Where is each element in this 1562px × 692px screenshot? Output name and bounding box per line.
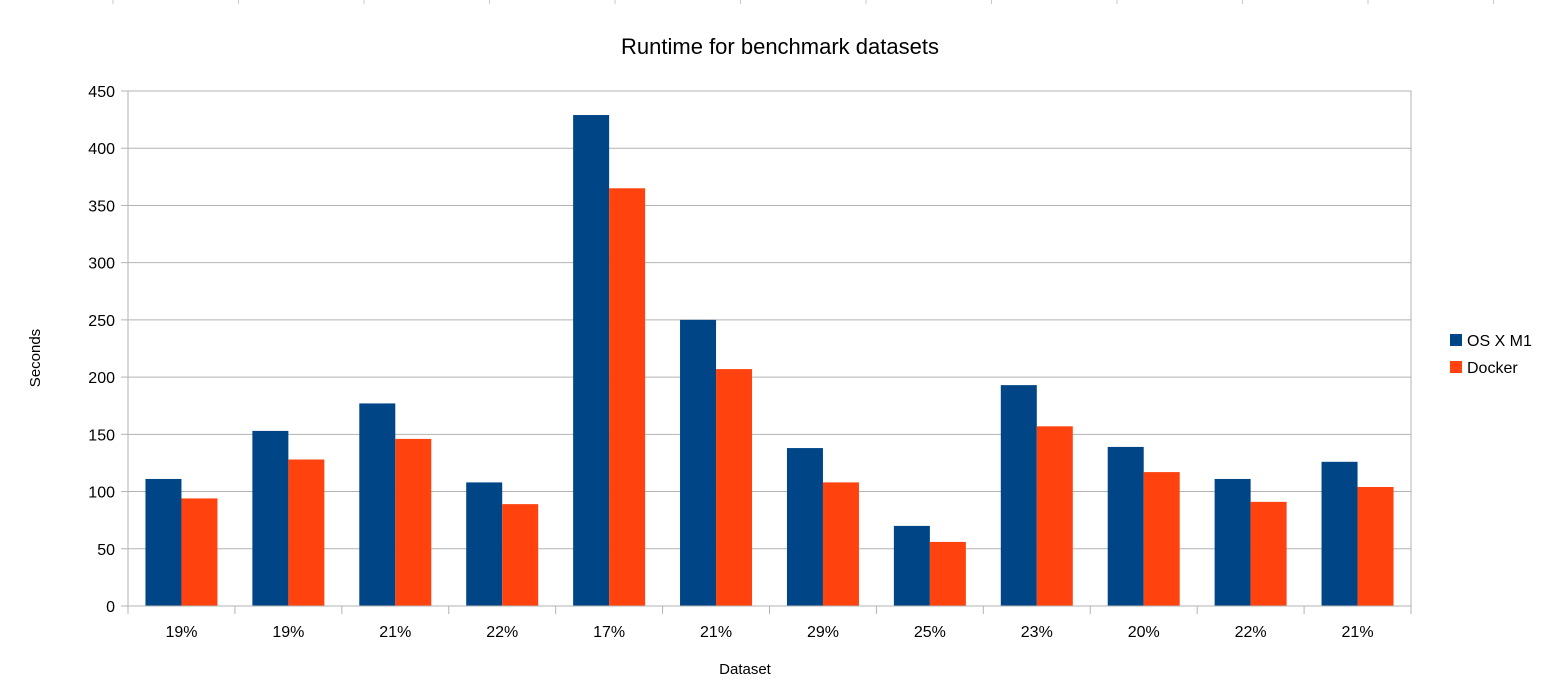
bar-os-x-m1 (145, 478, 182, 606)
y-tick-label: 450 (88, 84, 115, 101)
bar-os-x-m1 (1214, 478, 1251, 606)
bar-docker (288, 459, 325, 606)
y-tick-label: 150 (88, 427, 115, 444)
bar-docker (1036, 426, 1073, 606)
bar-docker (502, 504, 539, 606)
x-tick-label: 19% (272, 624, 304, 641)
bar-os-x-m1 (359, 403, 396, 606)
x-tick-label: 19% (165, 624, 197, 641)
x-tick-label: 20% (1128, 624, 1160, 641)
bar-os-x-m1 (466, 482, 503, 606)
chart-title: Runtime for benchmark datasets (621, 34, 939, 59)
y-axis-label: Seconds (27, 329, 44, 387)
x-tick-label: 22% (1235, 624, 1267, 641)
bar-docker (181, 498, 218, 606)
bars (145, 115, 1394, 607)
legend-label: Docker (1467, 360, 1518, 377)
bar-os-x-m1 (1321, 461, 1358, 606)
bar-docker (929, 541, 966, 606)
x-tick-label: 21% (700, 624, 732, 641)
legend: OS X M1 Docker (1450, 333, 1532, 377)
bar-os-x-m1 (786, 448, 823, 606)
legend-swatch (1450, 361, 1462, 373)
bar-docker (716, 369, 753, 606)
bar-os-x-m1 (252, 430, 289, 606)
legend-label: OS X M1 (1467, 333, 1532, 350)
y-axis-tick-labels: 0 50 100 150 200 250 300 350 400 450 (88, 84, 115, 616)
x-tick-label: 21% (1342, 624, 1374, 641)
bar-os-x-m1 (1000, 385, 1037, 606)
y-tick-label: 400 (88, 141, 115, 158)
y-tick-label: 0 (106, 599, 115, 616)
bar-docker (1143, 472, 1180, 606)
axes (121, 90, 1412, 614)
x-tick-label: 29% (807, 624, 839, 641)
y-tick-label: 350 (88, 198, 115, 215)
x-tick-label: 21% (379, 624, 411, 641)
y-tick-label: 300 (88, 256, 115, 273)
bar-docker (1357, 486, 1394, 606)
x-tick-label: 23% (1021, 624, 1053, 641)
y-tick-label: 100 (88, 485, 115, 502)
bar-os-x-m1 (893, 525, 930, 606)
bar-docker (395, 438, 432, 606)
y-tick-label: 50 (97, 542, 115, 559)
x-axis-tick-labels: 19% 19% 21% 22% 17% 21% 29% 25% 23% 20% 22% 21% (165, 624, 1373, 641)
bar-docker (609, 188, 646, 606)
bar-docker (1250, 501, 1287, 606)
bar-os-x-m1 (1107, 446, 1144, 606)
legend-swatch (1450, 334, 1462, 346)
top-edge-ticks (112, 0, 1494, 4)
x-tick-label: 25% (914, 624, 946, 641)
x-tick-label: 17% (593, 624, 625, 641)
y-tick-label: 200 (88, 370, 115, 387)
x-tick-label: 22% (486, 624, 518, 641)
bar-docker (822, 482, 859, 606)
x-axis-label: Dataset (719, 661, 772, 678)
bar-os-x-m1 (573, 115, 610, 607)
bar-os-x-m1 (680, 319, 717, 606)
y-tick-label: 250 (88, 313, 115, 330)
